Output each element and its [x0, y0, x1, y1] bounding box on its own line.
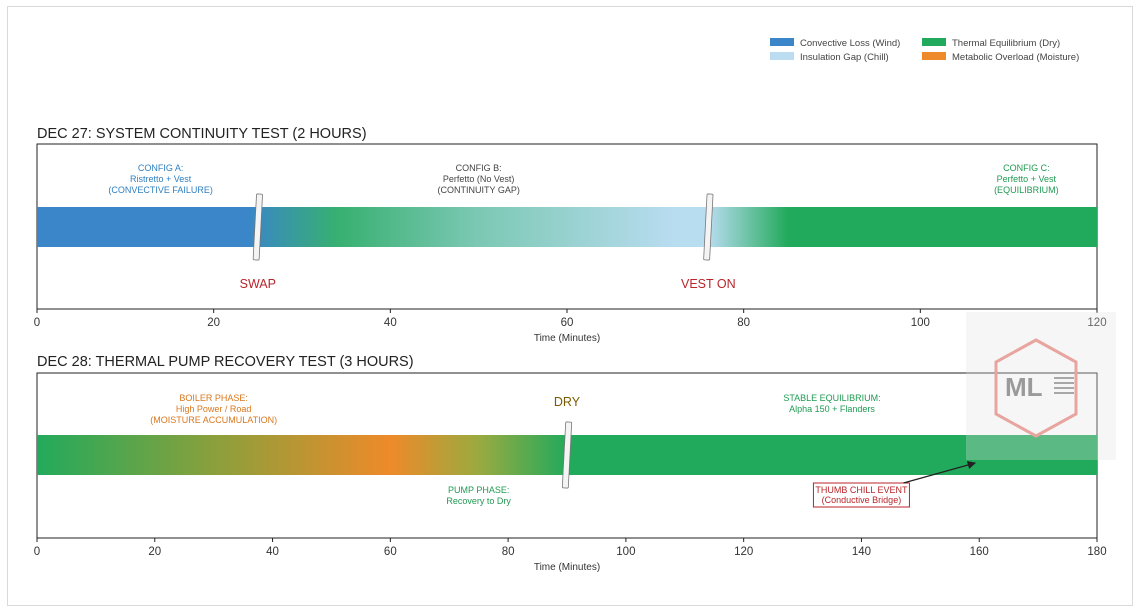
x-axis-label: Time (Minutes): [534, 333, 600, 344]
x-tick-label: 40: [384, 317, 397, 329]
chart-title: DEC 28: THERMAL PUMP RECOVERY TEST (3 HO…: [37, 354, 414, 370]
marker-bar: [703, 193, 714, 261]
figure-frame: [7, 6, 1133, 606]
callout-box: [812, 482, 910, 508]
annotation-line: Alpha 150 + Flanders: [789, 404, 875, 414]
annotation-line: PUMP PHASE:: [448, 485, 509, 495]
annotation-line: Ristretto + Vest: [130, 174, 192, 184]
legend-item: Insulation Gap (Chill): [770, 52, 889, 63]
marker-bar: [252, 193, 263, 261]
x-axis-label: Time (Minutes): [534, 562, 600, 573]
x-tick-label: 100: [911, 317, 930, 329]
chart-panel-2: DEC 28: THERMAL PUMP RECOVERY TEST (3 HO…: [34, 354, 1107, 573]
annotation-line: CONFIG A:: [138, 163, 184, 173]
watermark-text: ML: [1005, 372, 1043, 402]
x-tick-label: 60: [561, 317, 574, 329]
annotation-line: High Power / Road: [176, 404, 252, 414]
x-tick-label: 0: [34, 317, 40, 329]
watermark: ML: [966, 312, 1116, 460]
legend-item: Metabolic Overload (Moisture): [922, 52, 1079, 63]
legend-item: Convective Loss (Wind): [770, 38, 900, 49]
annotation-line: (MOISTURE ACCUMULATION): [150, 415, 277, 425]
x-tick-label: 140: [852, 546, 871, 558]
marker-bar: [561, 421, 573, 489]
phase-annotation: STABLE EQUILIBRIUM:Alpha 150 + Flanders: [783, 393, 880, 414]
watermark-backdrop: [966, 312, 1116, 460]
annotation-line: (CONVECTIVE FAILURE): [108, 185, 213, 195]
legend-label: Insulation Gap (Chill): [800, 52, 889, 63]
annotation-line: Recovery to Dry: [446, 496, 511, 506]
callout-text: THUMB CHILL EVENT: [815, 485, 908, 495]
x-tick-label: 120: [1087, 317, 1106, 329]
x-tick-label: 20: [148, 546, 161, 558]
chart-panel-1: DEC 27: SYSTEM CONTINUITY TEST (2 HOURS)…: [34, 126, 1107, 344]
legend-swatch: [770, 38, 794, 46]
x-tick-label: 160: [970, 546, 989, 558]
x-tick-label: 80: [737, 317, 750, 329]
legend-label: Convective Loss (Wind): [800, 38, 900, 49]
watermark-hexagon-icon: [994, 338, 1078, 438]
marker-label: VEST ON: [681, 277, 736, 291]
legend-label: Metabolic Overload (Moisture): [952, 52, 1079, 63]
legend-swatch: [770, 52, 794, 60]
annotation-line: BOILER PHASE:: [179, 393, 248, 403]
legend-label: Thermal Equilibrium (Dry): [952, 38, 1060, 49]
legend-swatch: [922, 52, 946, 60]
legend-swatch: [922, 38, 946, 46]
phase-annotation: CONFIG A:Ristretto + Vest(CONVECTIVE FAI…: [108, 163, 213, 195]
annotation-line: CONFIG B:: [456, 163, 502, 173]
x-tick-label: 20: [207, 317, 220, 329]
callout-arrow: [903, 460, 977, 484]
legend-item: Thermal Equilibrium (Dry): [922, 38, 1060, 49]
phase-annotation: BOILER PHASE:High Power / Road(MOISTURE …: [150, 393, 277, 425]
x-tick-label: 100: [616, 546, 635, 558]
phase-annotation: CONFIG C:Perfetto + Vest(EQUILIBRIUM): [994, 163, 1059, 195]
event-marker: VEST ON: [681, 193, 736, 291]
marker-label: DRY: [554, 395, 581, 409]
annotation-line: (EQUILIBRIUM): [994, 185, 1059, 195]
x-tick-label: 0: [34, 546, 40, 558]
x-tick-label: 60: [384, 546, 397, 558]
timeline-bar: [37, 207, 1097, 247]
callout-text: (Conductive Bridge): [822, 495, 902, 505]
annotation-line: STABLE EQUILIBRIUM:: [783, 393, 880, 403]
annotation-line: (CONTINUITY GAP): [437, 185, 519, 195]
event-marker: DRY: [554, 395, 581, 489]
event-marker: SWAP: [240, 193, 276, 291]
annotation-line: Perfetto (No Vest): [443, 174, 515, 184]
x-tick-label: 80: [502, 546, 515, 558]
callout: THUMB CHILL EVENT(Conductive Bridge): [812, 460, 977, 508]
x-tick-label: 40: [266, 546, 279, 558]
phase-annotation: PUMP PHASE:Recovery to Dry: [446, 485, 511, 506]
chart-title: DEC 27: SYSTEM CONTINUITY TEST (2 HOURS): [37, 126, 367, 142]
x-tick-label: 120: [734, 546, 753, 558]
phase-annotation: CONFIG B:Perfetto (No Vest)(CONTINUITY G…: [437, 163, 519, 195]
annotation-line: Perfetto + Vest: [997, 174, 1057, 184]
annotation-line: CONFIG C:: [1003, 163, 1050, 173]
x-tick-label: 180: [1087, 546, 1106, 558]
marker-label: SWAP: [240, 277, 276, 291]
